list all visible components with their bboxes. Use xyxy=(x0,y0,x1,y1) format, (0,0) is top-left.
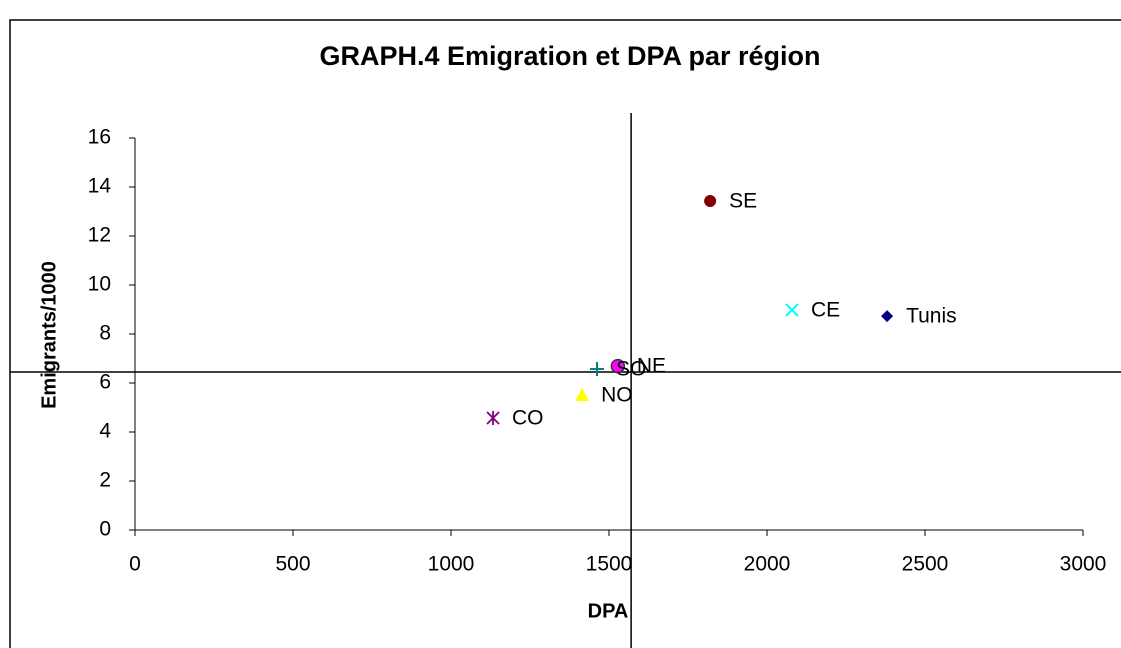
x-tick-label: 2500 xyxy=(902,553,949,576)
point-label: CE xyxy=(811,299,840,322)
y-tick-label: 2 xyxy=(99,469,111,492)
point-label: SO xyxy=(616,358,646,381)
x-tick-label: 1500 xyxy=(586,553,633,576)
point-label: SE xyxy=(729,190,757,213)
x-tick-label: 0 xyxy=(129,553,141,576)
chart-frame xyxy=(9,19,1121,648)
point-label: NO xyxy=(601,384,633,407)
x-tick-label: 3000 xyxy=(1060,553,1107,576)
y-tick-label: 14 xyxy=(88,175,112,198)
point-label: CO xyxy=(512,407,544,430)
y-tick-label: 10 xyxy=(88,273,111,296)
y-tick-label: 8 xyxy=(99,322,111,345)
y-tick-label: 12 xyxy=(88,224,111,247)
y-tick-label: 16 xyxy=(88,126,111,149)
chart-title: GRAPH.4 Emigration et DPA par région xyxy=(319,41,820,71)
x-tick-label: 500 xyxy=(275,553,310,576)
point xyxy=(704,194,717,207)
y-axis-label: Emigrants/1000 xyxy=(38,261,60,409)
x-axis-label: DPA xyxy=(588,600,629,622)
y-tick-label: 6 xyxy=(99,371,111,394)
point xyxy=(486,411,500,426)
point xyxy=(589,362,604,377)
point-label: Tunis xyxy=(906,305,957,328)
point xyxy=(785,303,799,317)
point-label: NE xyxy=(637,355,666,378)
x-tick-label: 2000 xyxy=(744,553,791,576)
point xyxy=(881,310,894,323)
x-tick-label: 1000 xyxy=(428,553,475,576)
y-tick-label: 0 xyxy=(99,518,111,541)
point xyxy=(575,388,590,402)
y-tick-label: 4 xyxy=(99,420,111,443)
point xyxy=(610,358,626,374)
